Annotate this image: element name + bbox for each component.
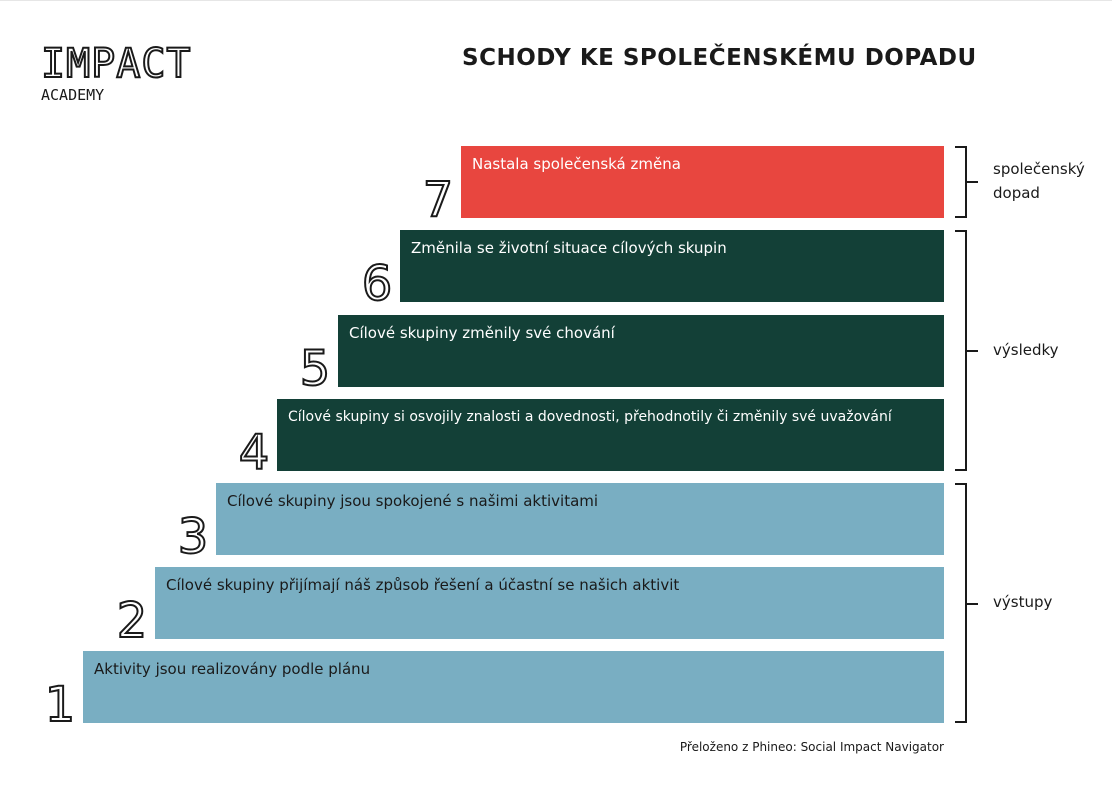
page-title: SCHODY KE SPOLEČENSKÉMU DOPADU <box>462 45 977 71</box>
outputs-bracket-tick <box>967 603 978 605</box>
outcomes-group-label: výsledky <box>993 341 1059 359</box>
impact-bracket <box>955 146 978 218</box>
step-5-bar: Cílové skupiny změnily své chování <box>338 315 944 387</box>
step-1-label: Aktivity jsou realizovány podle plánu <box>94 660 371 678</box>
step-2-number: 2 <box>116 593 149 649</box>
step-1-bar: Aktivity jsou realizovány podle plánu <box>83 651 944 723</box>
step-4-number: 4 <box>238 425 271 481</box>
step-7-bar: Nastala společenská změna <box>461 146 944 218</box>
step-4-bar: Cílové skupiny si osvojily znalosti a do… <box>277 399 944 471</box>
source-credit: Přeloženo z Phineo: Social Impact Naviga… <box>679 740 944 754</box>
step-6-bar: Změnila se životní situace cílových skup… <box>400 230 944 302</box>
impact-academy-logo: IMPACT ACADEMY <box>40 41 192 104</box>
outcomes-bracket-tick <box>967 350 978 352</box>
step-7-label: Nastala společenská změna <box>472 155 681 173</box>
step-5-number: 5 <box>299 341 332 397</box>
step-2-label: Cílové skupiny přijímají náš způsob řeše… <box>166 576 680 594</box>
impact-bracket-tick <box>967 181 978 183</box>
step-1-number: 1 <box>44 677 77 733</box>
logo-subtitle: ACADEMY <box>41 86 105 104</box>
step-5-label: Cílové skupiny změnily své chování <box>349 324 615 342</box>
step-3-label: Cílové skupiny jsou spokojené s našimi a… <box>227 492 599 510</box>
step-6-number: 6 <box>361 256 394 312</box>
impact-group-label: společenský dopad <box>993 160 1085 202</box>
top-divider <box>0 0 1112 1</box>
outputs-group-label: výstupy <box>993 593 1053 611</box>
outcomes-bracket <box>955 230 978 471</box>
outputs-bracket <box>955 483 978 723</box>
step-2-bar: Cílové skupiny přijímají náš způsob řeše… <box>155 567 944 639</box>
step-4-label: Cílové skupiny si osvojily znalosti a do… <box>288 409 892 425</box>
step-3-number: 3 <box>177 509 210 565</box>
logo-wordmark: IMPACT <box>40 41 192 87</box>
step-7-number: 7 <box>422 172 455 228</box>
step-6-label: Změnila se životní situace cílových skup… <box>411 239 727 257</box>
step-3-bar: Cílové skupiny jsou spokojené s našimi a… <box>216 483 944 555</box>
